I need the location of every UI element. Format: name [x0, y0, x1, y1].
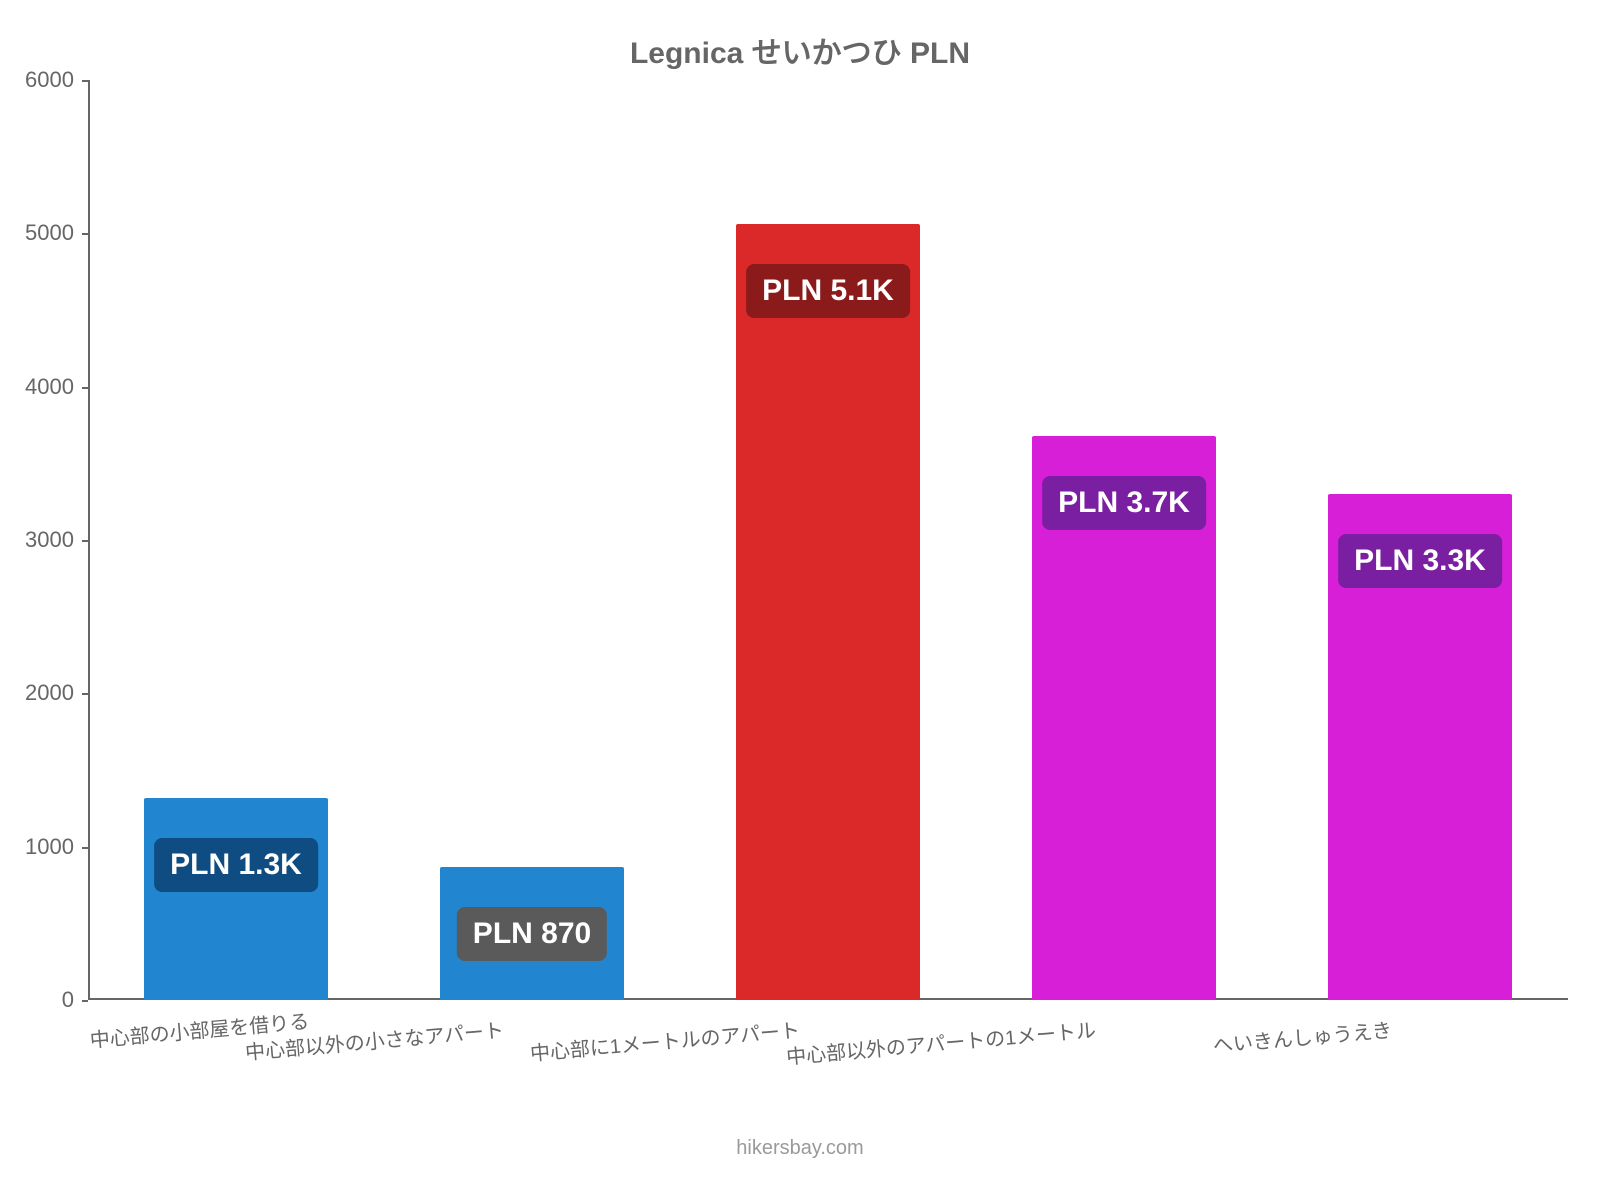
y-tick-mark [82, 1000, 88, 1002]
bar-value-label: PLN 3.3K [1338, 534, 1502, 588]
attribution-text: hikersbay.com [0, 1137, 1600, 1160]
y-tick-label: 1000 [25, 834, 88, 860]
bar-value-label: PLN 870 [457, 907, 607, 961]
bar-value-label: PLN 1.3K [154, 838, 318, 892]
plot-area: 0100020003000400050006000 PLN 1.3KPLN 87… [88, 80, 1568, 1000]
chart-title: Legnica せいかつひ PLN [0, 28, 1600, 72]
chart-container: Legnica せいかつひ PLN 0100020003000400050006… [0, 0, 1600, 1200]
y-tick-label: 5000 [25, 220, 88, 246]
bar [144, 798, 328, 1000]
bars-group: PLN 1.3K PLN 870 PLN 5.1K PLN 3.7K PLN 3.3K [88, 80, 1568, 1000]
y-tick-label: 6000 [25, 67, 88, 93]
y-tick-label: 4000 [25, 374, 88, 400]
bar [736, 224, 920, 1000]
y-tick-label: 2000 [25, 680, 88, 706]
bar-value-label: PLN 5.1K [746, 264, 910, 318]
bar-value-label: PLN 3.7K [1042, 476, 1206, 530]
y-tick-label: 3000 [25, 527, 88, 553]
